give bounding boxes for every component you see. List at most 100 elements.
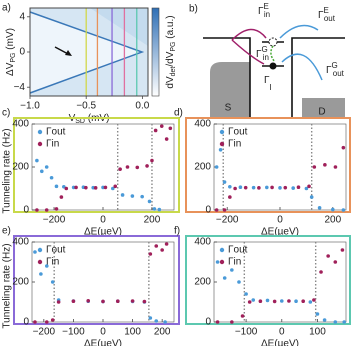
out-ground-arrow — [281, 53, 323, 81]
y-tick-label: 0 — [205, 317, 211, 328]
data-point — [247, 300, 252, 304]
data-point — [142, 299, 147, 304]
data-point — [59, 195, 64, 199]
data-point — [317, 206, 322, 210]
data-point — [291, 186, 296, 190]
panel-frame — [13, 235, 180, 325]
data-point — [113, 184, 118, 189]
data-point — [309, 195, 314, 199]
data-point — [301, 299, 305, 304]
x-tick-label: −200 — [33, 327, 56, 338]
y-tick-label: 0 — [19, 47, 25, 58]
data-point — [152, 207, 157, 211]
data-point — [308, 300, 313, 304]
data-point — [157, 207, 162, 212]
y-tick-label: 200 — [12, 277, 29, 288]
data-point — [120, 193, 125, 197]
upper-region — [90, 8, 148, 46]
label-part: E — [324, 6, 329, 15]
gamma-e-in: ΓE in — [258, 2, 270, 19]
data-point — [258, 299, 263, 304]
data-point — [44, 320, 49, 324]
data-point — [44, 165, 49, 169]
data-point — [251, 298, 256, 302]
data-point — [265, 298, 270, 303]
panel-frame — [185, 235, 351, 325]
data-point — [164, 242, 169, 246]
data-point — [237, 280, 241, 284]
data-point — [312, 165, 317, 169]
label-part: G — [262, 45, 268, 54]
legend-marker — [37, 259, 43, 265]
data-point — [56, 300, 61, 304]
data-point — [341, 145, 346, 150]
legend-label: Γin — [46, 257, 59, 268]
data-point — [148, 316, 153, 320]
data-point — [222, 208, 227, 212]
data-point — [93, 186, 98, 190]
x-tick-label: −1.0 — [20, 101, 40, 112]
out-excited-arrow — [279, 24, 319, 39]
y-tick-label: 0 — [23, 205, 29, 216]
label-part: PG — [170, 42, 177, 52]
legend-label: Γin — [228, 139, 241, 150]
x-tick-label: −0.5 — [76, 101, 96, 112]
data-point — [296, 185, 301, 190]
y-tick-label: −4 — [14, 82, 26, 93]
data-point — [130, 194, 135, 198]
y-tick-label: 0 — [23, 317, 29, 328]
data-point — [33, 250, 37, 254]
source-lead — [210, 62, 250, 118]
data-point — [84, 185, 88, 190]
data-point — [71, 299, 76, 304]
in-excited-arrow — [231, 28, 267, 41]
label-part: Γ — [264, 75, 270, 86]
data-point — [145, 164, 149, 168]
data-point — [272, 299, 277, 304]
data-point — [101, 299, 105, 304]
x-tick-label: −100 — [62, 327, 85, 338]
panel-label: c) — [2, 108, 10, 119]
data-point — [238, 185, 243, 190]
x-tick-label: 0 — [100, 327, 106, 338]
data-point — [331, 207, 335, 212]
data-point — [251, 185, 256, 190]
label-part: (mV) — [5, 28, 16, 52]
energy-diagram — [203, 24, 345, 118]
data-point — [340, 248, 345, 252]
data-point — [322, 318, 327, 322]
y-tick-label: 200 — [12, 162, 29, 173]
data-point — [333, 320, 338, 324]
data-point — [233, 186, 237, 191]
data-point — [49, 175, 54, 180]
data-point — [218, 148, 223, 152]
data-point — [307, 184, 311, 189]
legend-label: Γout — [46, 245, 66, 256]
x-tick-label: 200 — [144, 215, 161, 226]
data-point — [323, 163, 327, 167]
data-point — [44, 264, 49, 268]
colorbar-label: dVdet/dVPG (a.u.) — [165, 15, 177, 88]
x-tick-label: 0 — [100, 215, 106, 226]
x-axis-label: ΔE(µeV) — [261, 339, 299, 346]
legend-label: Γout — [228, 127, 248, 138]
x-tick-label: 0 — [277, 215, 283, 226]
data-point — [35, 158, 39, 163]
x-tick-label: 0.0 — [135, 101, 149, 112]
data-point — [140, 194, 144, 199]
label-part: in — [263, 53, 269, 62]
legend-label: Γout — [46, 127, 66, 138]
label-part: dV — [165, 76, 176, 89]
label-part: /dV — [165, 51, 176, 66]
legend-marker — [37, 247, 43, 253]
label-part: Γ — [318, 10, 324, 21]
legend-marker — [219, 141, 225, 147]
relaxation-arrow — [270, 45, 276, 63]
data-point — [315, 312, 320, 316]
data-point — [228, 195, 232, 199]
x-axis-label: ΔE(µeV) — [84, 339, 122, 346]
gamma-e-out: ΓE out — [318, 6, 336, 23]
data-point — [222, 276, 227, 280]
label-part: SD — [75, 118, 85, 125]
